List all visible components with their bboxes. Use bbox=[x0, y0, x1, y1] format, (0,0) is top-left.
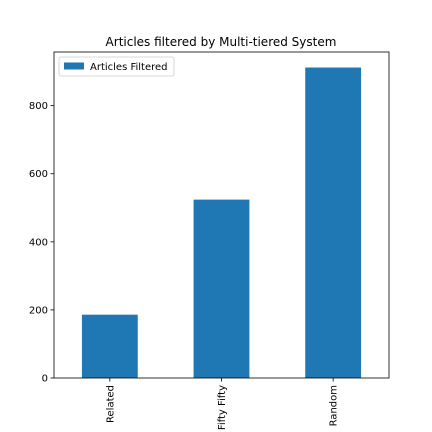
y-tick-label: 0 bbox=[42, 374, 48, 385]
legend: Articles Filtered bbox=[59, 57, 174, 76]
y-tick-label: 600 bbox=[29, 169, 48, 180]
legend-label: Articles Filtered bbox=[90, 62, 168, 73]
y-tick-label: 800 bbox=[29, 101, 48, 112]
bar-related bbox=[82, 315, 138, 378]
x-tick-label: Random bbox=[329, 385, 340, 426]
bar-random bbox=[305, 68, 361, 378]
x-tick-label: Fifty Fifty bbox=[217, 385, 228, 430]
legend-swatch bbox=[64, 63, 84, 70]
bar-fifty-fifty bbox=[194, 200, 250, 378]
y-tick-label: 200 bbox=[29, 305, 48, 316]
x-tick-label: Related bbox=[105, 385, 116, 423]
chart-title: Articles filtered by Multi-tiered System bbox=[106, 35, 337, 49]
y-tick-label: 400 bbox=[29, 237, 48, 248]
